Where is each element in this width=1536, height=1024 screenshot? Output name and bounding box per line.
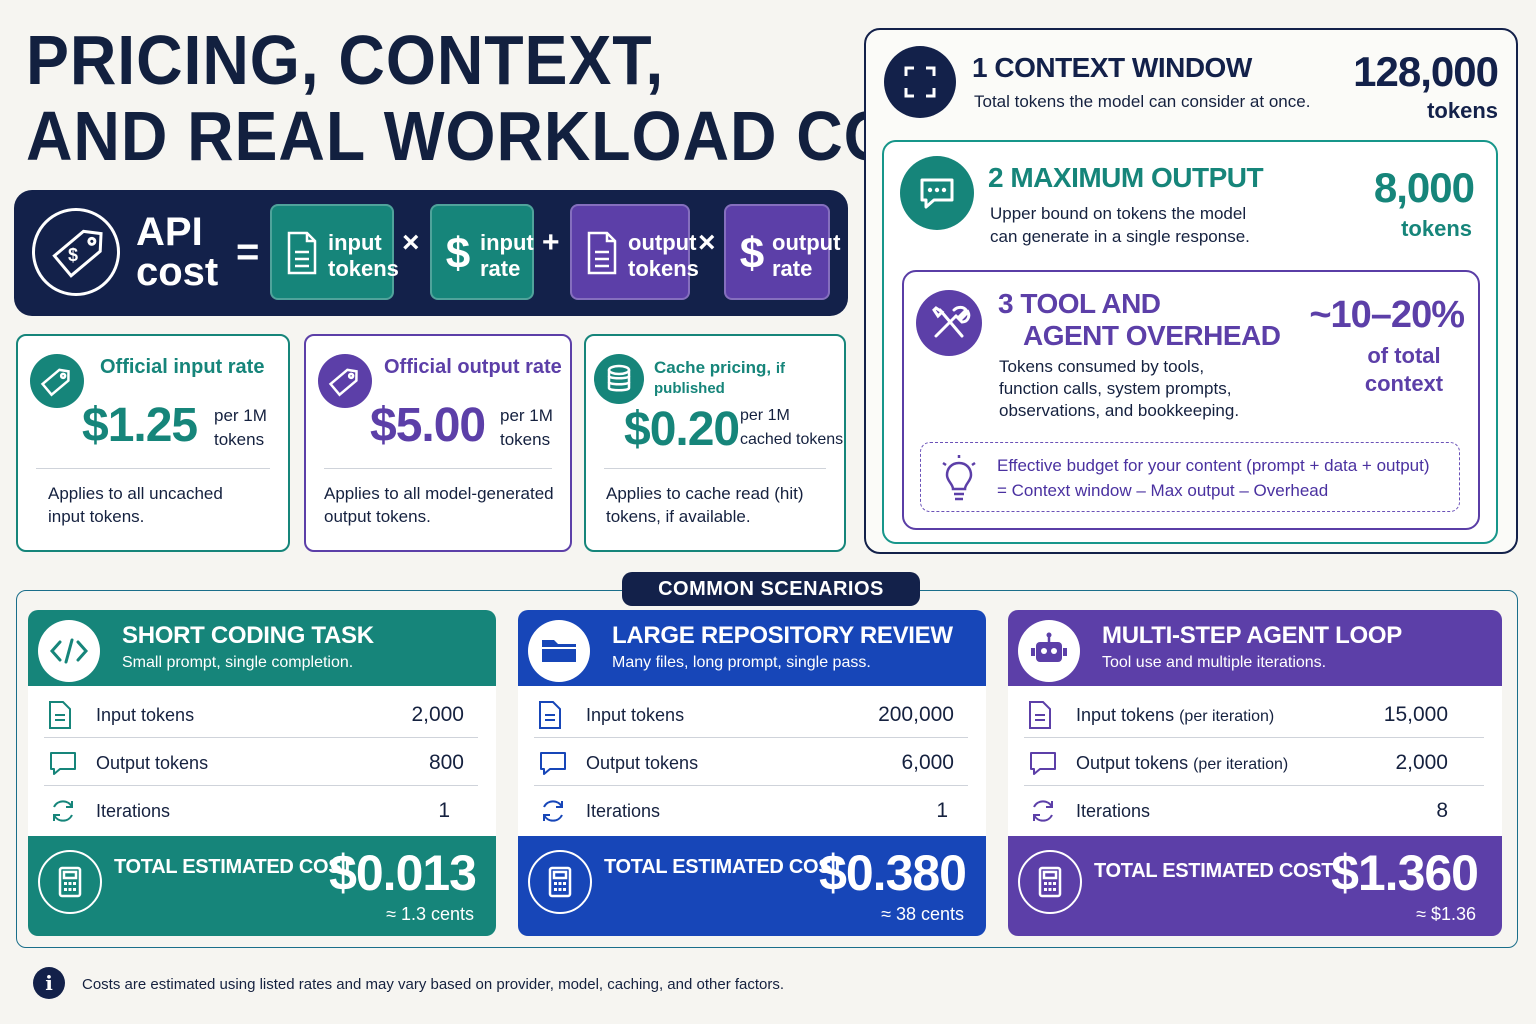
calculator-icon xyxy=(1018,850,1082,914)
code-icon xyxy=(38,620,100,682)
tool-overhead-value: ~10–20% xyxy=(1309,294,1465,336)
chat-bubble-icon xyxy=(1028,748,1058,783)
svg-text:$: $ xyxy=(740,229,764,278)
expand-frame-icon xyxy=(884,46,956,118)
total-cost-bar: TOTAL ESTIMATED COST $0.013 ≈ 1.3 cents xyxy=(28,836,496,936)
input-tokens-row: Input tokens (per iteration) 15,000 xyxy=(1024,690,1484,738)
total-cost-bar: TOTAL ESTIMATED COST $1.360 ≈ $1.36 xyxy=(1008,836,1502,936)
refresh-icon xyxy=(48,796,78,831)
multiply-sign: × xyxy=(402,226,420,259)
chat-bubble-icon xyxy=(900,156,974,230)
total-cost-value: $0.380 xyxy=(819,845,967,901)
refresh-icon xyxy=(1028,796,1058,831)
max-output-title: 2 MAXIMUM OUTPUT xyxy=(988,162,1264,193)
scenario-card-large-repo: LARGE REPOSITORY REVIEW Many files, long… xyxy=(518,610,986,936)
total-cost-value: $1.360 xyxy=(1331,845,1479,901)
formula-input-tokens: input tokens xyxy=(270,204,399,300)
multiply-sign: × xyxy=(698,226,716,259)
document-icon xyxy=(1028,700,1052,735)
robot-icon xyxy=(1018,620,1080,682)
dollar-icon: $ xyxy=(444,224,472,286)
divider xyxy=(604,468,826,469)
total-cost-bar: TOTAL ESTIMATED COST $0.380 ≈ 38 cents xyxy=(518,836,986,936)
iterations-row: Iterations 8 xyxy=(1024,786,1484,834)
input-tokens-row: Input tokens 2,000 xyxy=(44,690,478,738)
input-rate-card: Official input rate $1.25 per 1M tokens A… xyxy=(16,334,290,552)
info-icon: i xyxy=(33,967,65,999)
document-icon xyxy=(586,230,618,282)
scenarios-label: COMMON SCENARIOS xyxy=(622,572,920,606)
dollar-icon: $ xyxy=(738,224,766,286)
tool-overhead-title: 3 TOOL AND AGENT OVERHEAD xyxy=(998,288,1281,351)
document-icon xyxy=(538,700,562,735)
tag-icon xyxy=(30,354,84,408)
chat-bubble-icon xyxy=(48,748,78,783)
context-window-title: 1 CONTEXT WINDOW xyxy=(972,52,1252,83)
formula-output-tokens: output tokens xyxy=(570,204,699,300)
svg-text:$: $ xyxy=(68,245,78,265)
iterations-row: Iterations 1 xyxy=(44,786,478,834)
divider xyxy=(36,468,270,469)
iterations-row: Iterations 1 xyxy=(534,786,968,834)
folder-icon xyxy=(528,620,590,682)
output-tokens-row: Output tokens (per iteration) 2,000 xyxy=(1024,738,1484,786)
tool-overhead-box xyxy=(902,270,1480,530)
document-icon xyxy=(48,700,72,735)
chat-bubble-icon xyxy=(538,748,568,783)
title-line-1: PRICING, CONTEXT, xyxy=(26,21,665,99)
input-tokens-row: Input tokens 200,000 xyxy=(534,690,968,738)
formula-input-rate: $ input rate xyxy=(430,204,534,300)
tools-icon xyxy=(916,290,982,356)
svg-text:$: $ xyxy=(446,229,470,278)
formula-output-rate: $ output rate xyxy=(724,204,840,300)
database-icon xyxy=(594,354,644,404)
divider xyxy=(324,468,552,469)
footnote: Costs are estimated using listed rates a… xyxy=(82,976,785,993)
plus-sign: + xyxy=(542,226,560,259)
cache-rate-card: Cache pricing, if published $0.20 per 1M… xyxy=(584,334,846,552)
total-cost-value: $0.013 xyxy=(329,845,477,901)
price-tag-icon: $ xyxy=(32,208,120,296)
scenario-card-short-coding: SHORT CODING TASK Small prompt, single c… xyxy=(28,610,496,936)
scenario-card-agent-loop: MULTI-STEP AGENT LOOP Tool use and multi… xyxy=(1008,610,1502,936)
input-rate-value: $1.25 xyxy=(82,399,198,452)
calculator-icon xyxy=(38,850,102,914)
title-line-2: AND REAL WORKLOAD COST xyxy=(26,97,979,175)
effective-budget-note: Effective budget for your content (promp… xyxy=(920,442,1460,512)
output-rate-card: Official output rate $5.00 per 1M tokens … xyxy=(304,334,572,552)
equals-sign: = xyxy=(236,230,260,274)
output-tokens-row: Output tokens 6,000 xyxy=(534,738,968,786)
output-tokens-row: Output tokens 800 xyxy=(44,738,478,786)
tag-icon xyxy=(318,354,372,408)
cost-formula-banner: $ API cost = input tokens × $ input rate +… xyxy=(14,190,848,316)
api-cost-label: API cost xyxy=(136,210,219,294)
page-title: PRICING, CONTEXT, AND REAL WORKLOAD COST xyxy=(26,21,979,175)
document-icon xyxy=(286,230,318,282)
max-output-value: 8,000 xyxy=(1373,164,1475,211)
calculator-icon xyxy=(528,850,592,914)
lightbulb-icon xyxy=(939,453,979,508)
cache-rate-value: $0.20 xyxy=(624,403,740,456)
output-rate-value: $5.00 xyxy=(370,399,486,452)
refresh-icon xyxy=(538,796,568,831)
context-window-value: 128,000 xyxy=(1353,48,1499,95)
